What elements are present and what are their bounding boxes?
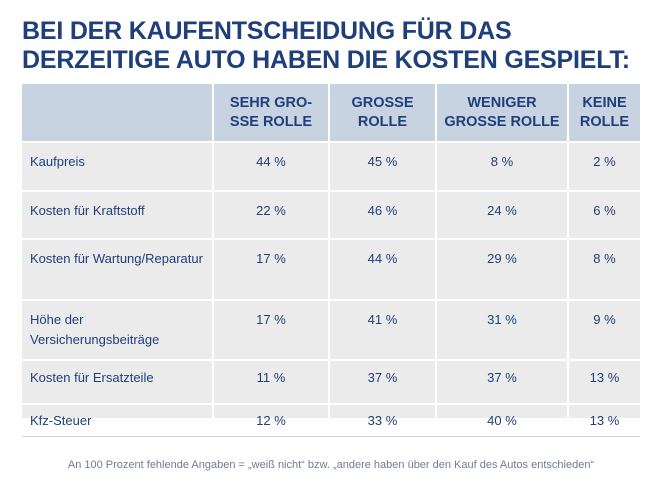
divider [22, 436, 640, 437]
table-cell: 2 % [567, 141, 640, 190]
table-cell: 8 % [435, 141, 567, 190]
header-not-important: KEINE ROLLE [567, 84, 640, 141]
table-cell: 13 % [567, 403, 640, 446]
row-label: Kosten für Ersatzteile [22, 359, 212, 403]
table-cell: 9 % [567, 299, 640, 359]
page-title: BEI DER KAUFENTSCHEIDUNG FÜR DAS DERZEIT… [22, 17, 630, 74]
row-label: Kosten für Wartung/Reparatur [22, 238, 212, 299]
row-label: Kfz-Steuer [22, 403, 212, 446]
row-label: Höhe der Versicherungsbeiträge [22, 299, 212, 359]
table-cell: 29 % [435, 238, 567, 299]
table-row: Kaufpreis 44 % 45 % 8 % 2 % [22, 141, 640, 190]
table-cell: 13 % [567, 359, 640, 403]
results-table: SEHR GRO-SSE ROLLE GROSSE ROLLE WENIGER … [22, 84, 640, 446]
table-row: Kosten für Wartung/Reparatur 17 % 44 % 2… [22, 238, 640, 299]
table-cell: 46 % [328, 190, 435, 238]
table-row: Kfz-Steuer 12 % 33 % 40 % 13 % [22, 403, 640, 446]
footnote: An 100 Prozent fehlende Angaben = „weiß … [67, 459, 595, 471]
table-header-row: SEHR GRO-SSE ROLLE GROSSE ROLLE WENIGER … [22, 84, 640, 141]
table-cell: 22 % [212, 190, 328, 238]
table-cell: 41 % [328, 299, 435, 359]
header-less-important: WENIGER GROSSE ROLLE [435, 84, 567, 141]
table-cell: 31 % [435, 299, 567, 359]
table-cell: 40 % [435, 403, 567, 446]
header-cell-empty [22, 84, 212, 141]
table-cell: 24 % [435, 190, 567, 238]
table-row: Kosten für Ersatzteile 11 % 37 % 37 % 13… [22, 359, 640, 403]
table-cell: 44 % [212, 141, 328, 190]
table-cell: 45 % [328, 141, 435, 190]
table-cell: 37 % [328, 359, 435, 403]
header-important: GROSSE ROLLE [328, 84, 435, 141]
table-cell: 12 % [212, 403, 328, 446]
table-cell: 33 % [328, 403, 435, 446]
table-cell: 6 % [567, 190, 640, 238]
table-cell: 8 % [567, 238, 640, 299]
table-cell: 37 % [435, 359, 567, 403]
table-cell: 44 % [328, 238, 435, 299]
table-cell: 17 % [212, 238, 328, 299]
row-label: Kaufpreis [22, 141, 212, 190]
table-row: Kosten für Kraftstoff 22 % 46 % 24 % 6 % [22, 190, 640, 238]
results-table-container: SEHR GRO-SSE ROLLE GROSSE ROLLE WENIGER … [22, 84, 640, 446]
row-label: Kosten für Kraftstoff [22, 190, 212, 238]
table-cell: 17 % [212, 299, 328, 359]
table-cell: 11 % [212, 359, 328, 403]
table-row: Höhe der Versicherungsbeiträge 17 % 41 %… [22, 299, 640, 359]
header-very-important: SEHR GRO-SSE ROLLE [212, 84, 328, 141]
